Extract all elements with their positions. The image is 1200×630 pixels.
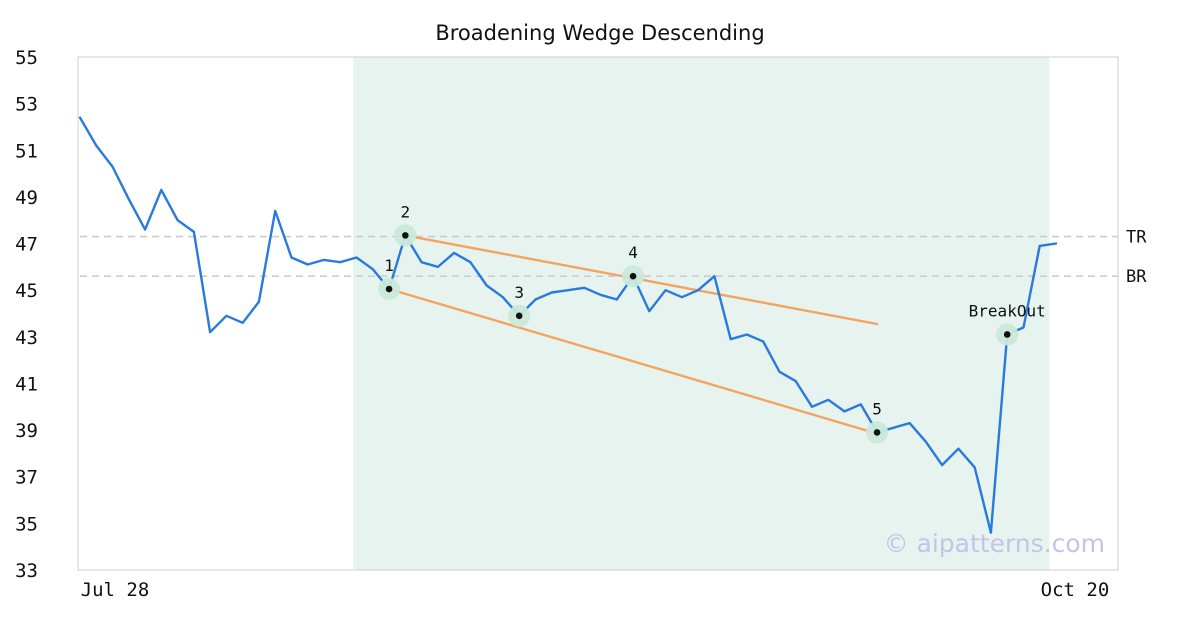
y-tick-label: 49 <box>15 187 38 209</box>
x-axis-ticks: Jul 28 Oct 20 <box>81 579 1110 601</box>
marker-label-3: 3 <box>514 283 524 302</box>
marker-label-breakout: BreakOut <box>969 301 1046 320</box>
y-tick-label: 43 <box>15 327 38 349</box>
marker-dot-3 <box>515 312 523 320</box>
y-tick-label: 37 <box>15 467 38 489</box>
resistance-lines: TR BR <box>80 228 1147 287</box>
price-line <box>78 116 1058 534</box>
marker-label-2: 2 <box>401 202 411 221</box>
hline-label-tr: TR <box>1126 228 1147 248</box>
y-tick-label: 47 <box>15 234 38 256</box>
y-axis-ticks: 33 35 37 39 41 43 45 47 49 51 53 55 <box>15 47 38 582</box>
marker-dot-1 <box>385 285 393 293</box>
marker-dot-4 <box>629 272 637 280</box>
pattern-markers: 1 2 3 4 5 BreakOut <box>378 202 1046 444</box>
shaded-region-rect <box>353 57 1050 570</box>
marker-label-1: 1 <box>384 256 394 275</box>
marker-label-4: 4 <box>628 243 638 262</box>
plot-border <box>77 56 1119 571</box>
breakout-shaded-region <box>353 57 1050 570</box>
y-tick-label: 55 <box>15 47 38 69</box>
watermark: © aipatterns.com <box>884 529 1105 558</box>
y-tick-label: 39 <box>15 420 38 442</box>
y-tick-label: 35 <box>15 513 38 535</box>
marker-dot-breakout <box>1003 331 1011 338</box>
marker-label-5: 5 <box>872 399 882 418</box>
lower-wedge-line <box>387 287 879 435</box>
y-tick-label: 33 <box>15 560 38 582</box>
y-tick-label: 41 <box>15 373 38 395</box>
x-tick-label: Jul 28 <box>81 579 150 601</box>
y-tick-label: 53 <box>15 94 38 116</box>
y-tick-label: 51 <box>15 140 38 162</box>
chart-title: Broadening Wedge Descending <box>435 21 764 45</box>
hline-label-br: BR <box>1126 267 1147 287</box>
marker-dot-5 <box>873 429 881 436</box>
marker-dot-2 <box>402 232 409 239</box>
x-tick-label: Oct 20 <box>1041 579 1110 601</box>
y-tick-label: 45 <box>15 280 38 302</box>
